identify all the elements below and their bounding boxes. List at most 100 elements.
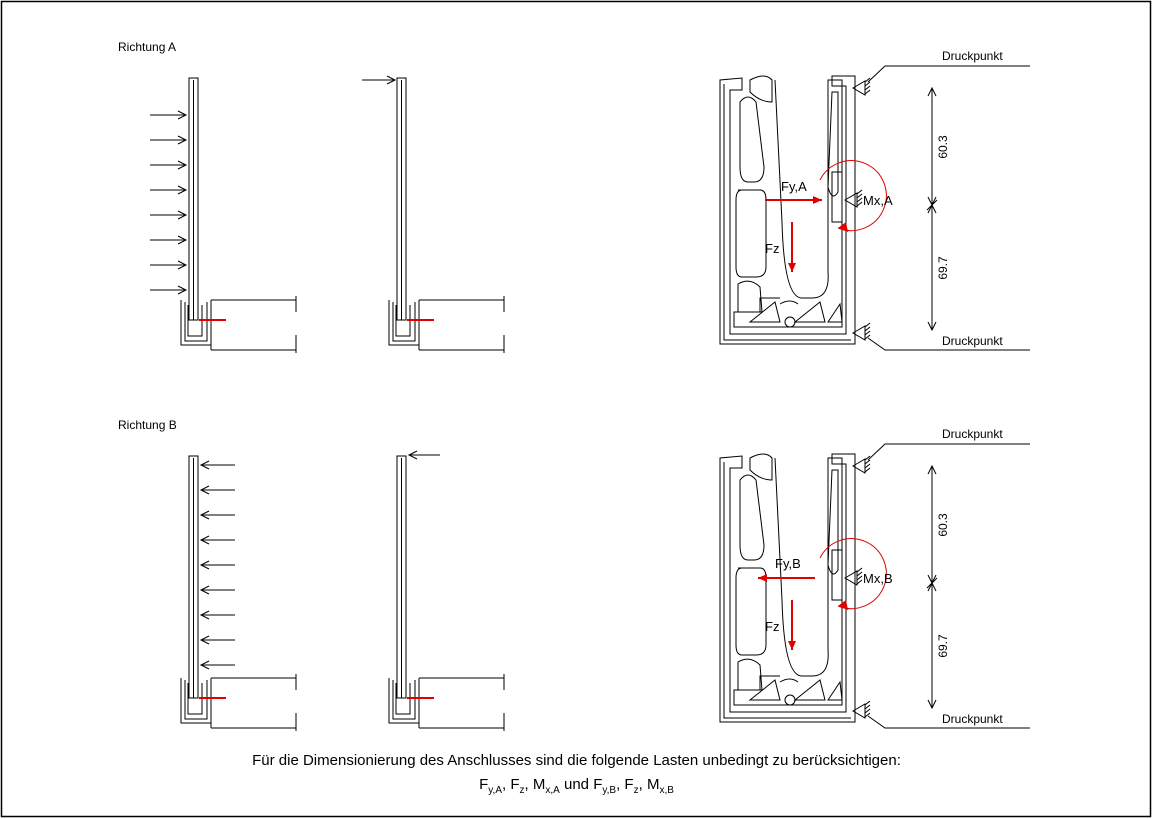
dimension-upper: 60.3	[936, 135, 950, 159]
moment-x-label: Mx,B	[863, 571, 893, 586]
arrow-head	[177, 110, 188, 120]
dimension-arrow	[927, 86, 937, 97]
profile	[827, 680, 843, 701]
profile	[779, 300, 799, 305]
channel-inner	[184, 302, 208, 342]
dimension-lower: 69.7	[936, 634, 950, 658]
caption-separator: ,	[638, 776, 647, 793]
arrow-head	[386, 75, 397, 85]
hatch	[864, 85, 871, 91]
dimension-tick	[926, 577, 938, 589]
profile	[719, 75, 856, 345]
profile	[749, 453, 773, 481]
arrow-head	[407, 450, 418, 460]
profile	[793, 679, 826, 701]
profile	[719, 453, 856, 723]
hatch	[864, 330, 871, 336]
profile	[723, 84, 851, 341]
caption-separator: ,	[502, 776, 511, 793]
arrow-head	[199, 485, 210, 495]
arrow-head	[199, 610, 210, 620]
arrow-head	[758, 574, 767, 582]
section-title: Richtung B	[118, 418, 177, 432]
hatch	[856, 197, 863, 203]
profile	[827, 469, 839, 575]
caption-term: M	[532, 776, 546, 793]
caption-separator: und	[559, 776, 594, 793]
caption-term: F	[593, 776, 603, 793]
support	[852, 458, 866, 474]
arrow-head	[199, 635, 210, 645]
caption-term: F	[479, 776, 489, 793]
moment-head	[838, 600, 848, 610]
profile	[739, 96, 765, 183]
arrow-head	[177, 185, 188, 195]
profile	[827, 302, 843, 323]
arrow-head	[177, 160, 188, 170]
channel-inner	[392, 680, 416, 720]
moment-x-label: Mx,A	[863, 193, 893, 208]
profile	[779, 678, 799, 683]
hatch	[864, 463, 871, 469]
arrow-head	[199, 510, 210, 520]
moment-arc	[819, 160, 887, 232]
caption-term: z	[633, 785, 639, 796]
dimension-upper: 60.3	[936, 513, 950, 537]
force-z-label: Fz	[765, 619, 779, 634]
arrow-head	[177, 235, 188, 245]
force-y-label: Fy,B	[775, 556, 801, 571]
hatch	[864, 77, 871, 83]
caption-term: y,B	[602, 785, 617, 796]
arrow-head	[199, 585, 210, 595]
support	[852, 703, 866, 719]
leader	[867, 337, 1030, 351]
druckpunkt-label: Druckpunkt	[942, 49, 1003, 63]
arrow-head	[199, 460, 210, 470]
caption-separator: ,	[616, 776, 625, 793]
arrow-head	[177, 285, 188, 295]
arrow-head	[177, 135, 188, 145]
caption-term: M	[646, 776, 660, 793]
profile	[723, 462, 851, 719]
hatch	[864, 326, 871, 332]
hatch	[856, 567, 863, 573]
profile-detail	[784, 694, 796, 706]
section: Richtung B Druckpunkt Druckpunkt 60.3 69.7 Fy…	[118, 418, 1030, 731]
caption-term: z	[519, 785, 525, 796]
hatch	[856, 193, 863, 199]
arrow-head	[177, 210, 188, 220]
hatch	[864, 334, 871, 340]
hatch	[856, 579, 863, 585]
channel-inner	[392, 302, 416, 342]
caption-term: x,A	[545, 785, 560, 796]
hatch	[864, 455, 871, 461]
profile-detail	[784, 316, 796, 328]
gasket	[831, 549, 843, 601]
arrow-head	[813, 196, 822, 204]
arrow-head	[788, 641, 796, 650]
hatch	[864, 459, 871, 465]
druckpunkt-label: Druckpunkt	[942, 712, 1003, 726]
section: Richtung A Druckpunkt Druckpunkt 60.3 69.7 Fy…	[118, 40, 1030, 353]
profile	[749, 75, 773, 103]
profile	[733, 457, 843, 706]
leader	[867, 715, 1030, 729]
caption-line2: Fy,A, Fz, Mx,A und Fy,B, Fz, Mx,B	[0, 776, 1153, 796]
caption-term: y,A	[488, 785, 502, 796]
profile	[737, 658, 763, 691]
leader	[867, 443, 1030, 461]
hatch	[864, 712, 871, 718]
support	[852, 80, 866, 96]
profile	[748, 301, 781, 323]
section-title: Richtung A	[118, 40, 176, 54]
dimension-arrow	[927, 464, 937, 475]
caption-term: x,B	[659, 785, 674, 796]
caption-separator: ,	[524, 776, 533, 793]
hatch	[864, 704, 871, 710]
caption-term: F	[624, 776, 634, 793]
arrow-head	[177, 260, 188, 270]
hatch	[856, 201, 863, 207]
